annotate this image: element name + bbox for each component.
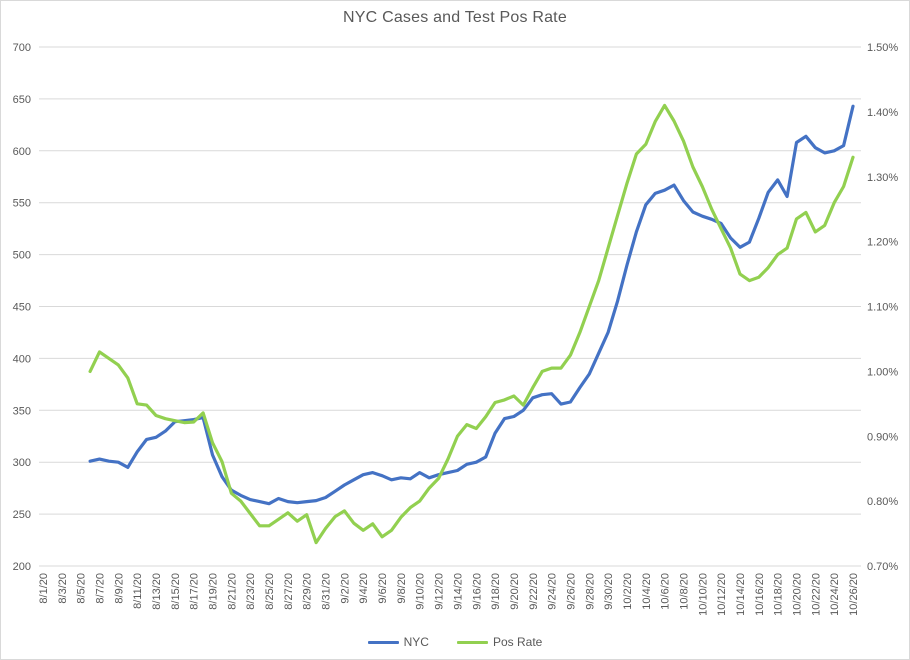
x-tick-label: 9/22/20 xyxy=(528,573,540,610)
legend-item-nyc[interactable]: NYC xyxy=(367,635,429,649)
x-tick-label: 8/29/20 xyxy=(302,573,314,610)
y-right-tick-label: 1.50% xyxy=(867,42,898,54)
x-tick-label: 10/24/20 xyxy=(829,573,841,616)
x-tick-label: 10/6/20 xyxy=(660,573,672,610)
y-right-tick-label: 0.90% xyxy=(867,431,898,443)
x-tick-label: 9/12/20 xyxy=(434,573,446,610)
x-tick-label: 8/11/20 xyxy=(132,573,144,609)
x-tick-label: 9/14/20 xyxy=(452,573,464,610)
x-tick-label: 8/27/20 xyxy=(283,573,295,610)
x-tick-label: 10/22/20 xyxy=(810,573,822,616)
x-tick-label: 10/16/20 xyxy=(754,573,766,616)
x-tick-label: 10/4/20 xyxy=(641,573,653,610)
x-tick-label: 9/4/20 xyxy=(358,573,370,604)
x-tick-label: 9/16/20 xyxy=(471,573,483,610)
x-tick-label: 10/14/20 xyxy=(735,573,747,616)
x-tick-label: 8/31/20 xyxy=(321,573,333,610)
y-left-tick-label: 450 xyxy=(13,302,31,314)
x-tick-label: 10/8/20 xyxy=(678,573,690,610)
nyc-line xyxy=(88,104,855,506)
y-left-tick-label: 550 xyxy=(13,198,31,210)
x-tick-label: 10/10/20 xyxy=(697,573,709,616)
y-left-tick-label: 300 xyxy=(13,457,31,469)
x-tick-label: 10/26/20 xyxy=(848,573,860,616)
x-tick-label: 10/2/20 xyxy=(622,573,634,610)
x-tick-label: 9/30/20 xyxy=(603,573,615,610)
chart-title: NYC Cases and Test Pos Rate xyxy=(343,9,567,26)
legend-label: Pos Rate xyxy=(492,635,543,649)
y-right-tick-label: 1.30% xyxy=(867,172,898,184)
x-tick-label: 8/25/20 xyxy=(264,573,276,610)
x-tick-label: 9/10/20 xyxy=(415,573,427,610)
x-tick-label: 8/17/20 xyxy=(189,573,201,610)
x-tick-label: 10/20/20 xyxy=(791,573,803,616)
x-tick-label: 9/26/20 xyxy=(565,573,577,610)
x-tick-label: 9/18/20 xyxy=(490,573,502,610)
x-tick-label: 8/7/20 xyxy=(95,573,107,604)
y-left-tick-label: 250 xyxy=(13,509,31,521)
x-tick-label: 9/8/20 xyxy=(396,573,408,604)
x-tick-label: 9/2/20 xyxy=(339,573,351,604)
x-tick-label: 8/19/20 xyxy=(208,573,220,610)
x-tick-label: 9/6/20 xyxy=(377,573,389,604)
x-tick-label: 8/9/20 xyxy=(113,573,125,604)
y-left-tick-label: 500 xyxy=(13,250,31,262)
y-left-tick-label: 200 xyxy=(13,561,31,573)
x-tick-label: 9/24/20 xyxy=(547,573,559,610)
x-tick-label: 8/21/20 xyxy=(226,573,238,610)
y-left-tick-label: 400 xyxy=(13,353,31,365)
x-tick-label: 10/12/20 xyxy=(716,573,728,616)
x-tick-label: 8/13/20 xyxy=(151,573,163,610)
x-tick-label: 8/15/20 xyxy=(170,573,182,610)
x-tick-label: 8/3/20 xyxy=(57,573,69,604)
x-tick-label: 9/20/20 xyxy=(509,573,521,610)
y-right-tick-label: 0.70% xyxy=(867,561,898,573)
y-right-tick-label: 1.10% xyxy=(867,302,898,314)
y-left-tick-label: 700 xyxy=(13,42,31,54)
pos-rate-line xyxy=(88,103,855,545)
x-tick-label: 8/23/20 xyxy=(245,573,257,610)
nyc-swatch-icon xyxy=(367,640,399,644)
y-right-tick-label: 1.20% xyxy=(867,237,898,249)
y-right-tick-label: 0.80% xyxy=(867,496,898,508)
x-tick-label: 10/18/20 xyxy=(773,573,785,616)
y-left-tick-label: 350 xyxy=(13,405,31,417)
y-right-tick-label: 1.40% xyxy=(867,107,898,119)
y-left-tick-label: 650 xyxy=(13,94,31,106)
legend-label: NYC xyxy=(403,635,429,649)
x-tick-label: 8/1/20 xyxy=(38,573,50,604)
x-tick-label: 8/5/20 xyxy=(76,573,88,604)
y-left-tick-label: 600 xyxy=(13,146,31,158)
legend: NYC Pos Rate xyxy=(1,635,909,649)
y-right-tick-label: 1.00% xyxy=(867,366,898,378)
x-tick-label: 9/28/20 xyxy=(584,573,596,610)
pos-rate-swatch-icon xyxy=(456,640,488,644)
legend-item-pos-rate[interactable]: Pos Rate xyxy=(456,635,543,649)
